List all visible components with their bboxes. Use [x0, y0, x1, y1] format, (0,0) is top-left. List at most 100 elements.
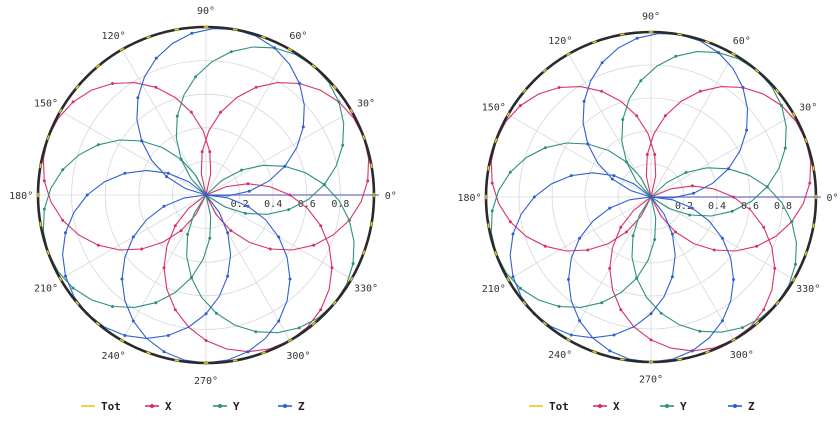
series-z-point [301, 125, 305, 129]
series-tot-marker [522, 300, 527, 306]
legend-label-z: Z [748, 400, 755, 413]
series-y-point [208, 236, 212, 240]
series-y-point [490, 209, 494, 213]
legend-label-tot: Tot [101, 400, 121, 413]
series-x-point [649, 338, 653, 342]
series-z-point [277, 235, 281, 239]
series-x-point [619, 308, 623, 312]
series-x-point [762, 225, 766, 229]
series-z-point [649, 195, 653, 199]
series-tot-marker [232, 28, 238, 31]
series-z-point [732, 278, 735, 281]
series-z-point [166, 334, 170, 337]
series-z-point [608, 206, 612, 210]
series-z-point [600, 61, 604, 65]
series-y-point [684, 171, 688, 174]
series-y-point [322, 183, 326, 187]
series-tot-marker [75, 300, 80, 306]
series-z-point [649, 312, 653, 316]
series-x-point [762, 308, 766, 312]
series-tot-marker [311, 321, 317, 326]
series-tot-marker [620, 33, 625, 36]
series-y-point [518, 286, 522, 290]
series-tot-marker [754, 321, 760, 326]
series-tot-marker [119, 47, 125, 52]
series-y-point [71, 286, 75, 290]
series-z-point [670, 275, 674, 279]
series-tot-marker [261, 351, 266, 355]
series-z-point [131, 235, 135, 239]
polar-chart-right-svg: 0.2 0.4 0.6 0.8 0° 30° 60° 90° 120° 150° 180° 210° 2… [457, 12, 838, 414]
series-tot-marker [812, 166, 815, 171]
series-x-point [162, 266, 166, 270]
series-tot-marker [46, 135, 50, 140]
series-z-point [612, 174, 616, 178]
series-x-point [663, 114, 667, 118]
series-y-point [783, 146, 787, 150]
series-z-point [586, 142, 590, 146]
series-tot-marker [287, 47, 293, 52]
angle-tick-label: 210° [34, 283, 58, 294]
series-tot-marker [370, 163, 373, 169]
legend-label-z: Z [298, 400, 305, 413]
series-z-point [608, 349, 612, 353]
legend-label-tot: Tot [549, 400, 569, 413]
series-x-point [179, 229, 183, 233]
series-y-point [111, 305, 114, 308]
series-x-point [111, 82, 114, 85]
series-x-point [330, 266, 334, 270]
series-x-point [712, 248, 716, 252]
series-z-point [123, 171, 127, 175]
grid-spoke-30 [650, 114, 795, 198]
angle-tick-label: 120° [102, 31, 126, 42]
series-y-point [659, 311, 663, 315]
series-z-point [162, 204, 166, 208]
legend-label-y: Y [233, 400, 240, 413]
series-z-point [246, 350, 250, 354]
grid-spoke-60 [205, 49, 291, 196]
series-y-point [42, 207, 46, 211]
series-y-point [639, 79, 643, 83]
series-y-point [793, 262, 797, 266]
series-tot-marker [46, 250, 50, 255]
series-x-point [619, 225, 623, 229]
legend-label-y: Y [680, 400, 687, 413]
series-x-point [96, 243, 100, 247]
series-tot-marker [332, 84, 337, 90]
series-tot-marker [775, 300, 780, 306]
series-tot-marker [804, 251, 808, 256]
series-x-point [773, 266, 777, 270]
series-z-point [511, 275, 515, 279]
series-z-point [690, 349, 694, 353]
series-tot-marker [146, 351, 151, 355]
series-z-point [741, 86, 745, 89]
series-y-point [214, 311, 218, 315]
series-tot-marker [349, 276, 354, 282]
series-z-point [288, 277, 292, 281]
series-x-point [219, 110, 223, 114]
series-z-point [204, 312, 208, 316]
angle-tick-label: 150° [482, 102, 506, 113]
series-x-point [490, 181, 494, 185]
series-z-point [720, 319, 724, 323]
series-tot-marker [487, 223, 490, 228]
series-y-point [625, 160, 628, 164]
series-tot-marker [566, 52, 571, 56]
series-x-point [625, 230, 628, 234]
series-tot-marker [232, 359, 238, 362]
series-z-point [162, 350, 166, 354]
series-x-point [635, 114, 639, 118]
series-z-point [246, 204, 250, 208]
series-x-point [208, 150, 212, 154]
series-z-point [204, 193, 208, 197]
series-z-point [64, 231, 67, 235]
series-y-point [765, 185, 769, 189]
series-x-point [557, 86, 561, 89]
series-y-point [243, 211, 247, 215]
series-tot-marker [39, 221, 42, 227]
series-z-point [166, 171, 170, 175]
series-y-point [175, 114, 179, 118]
series-z-point [298, 82, 301, 85]
series-x-point [61, 218, 65, 222]
series-x-point [173, 308, 177, 312]
